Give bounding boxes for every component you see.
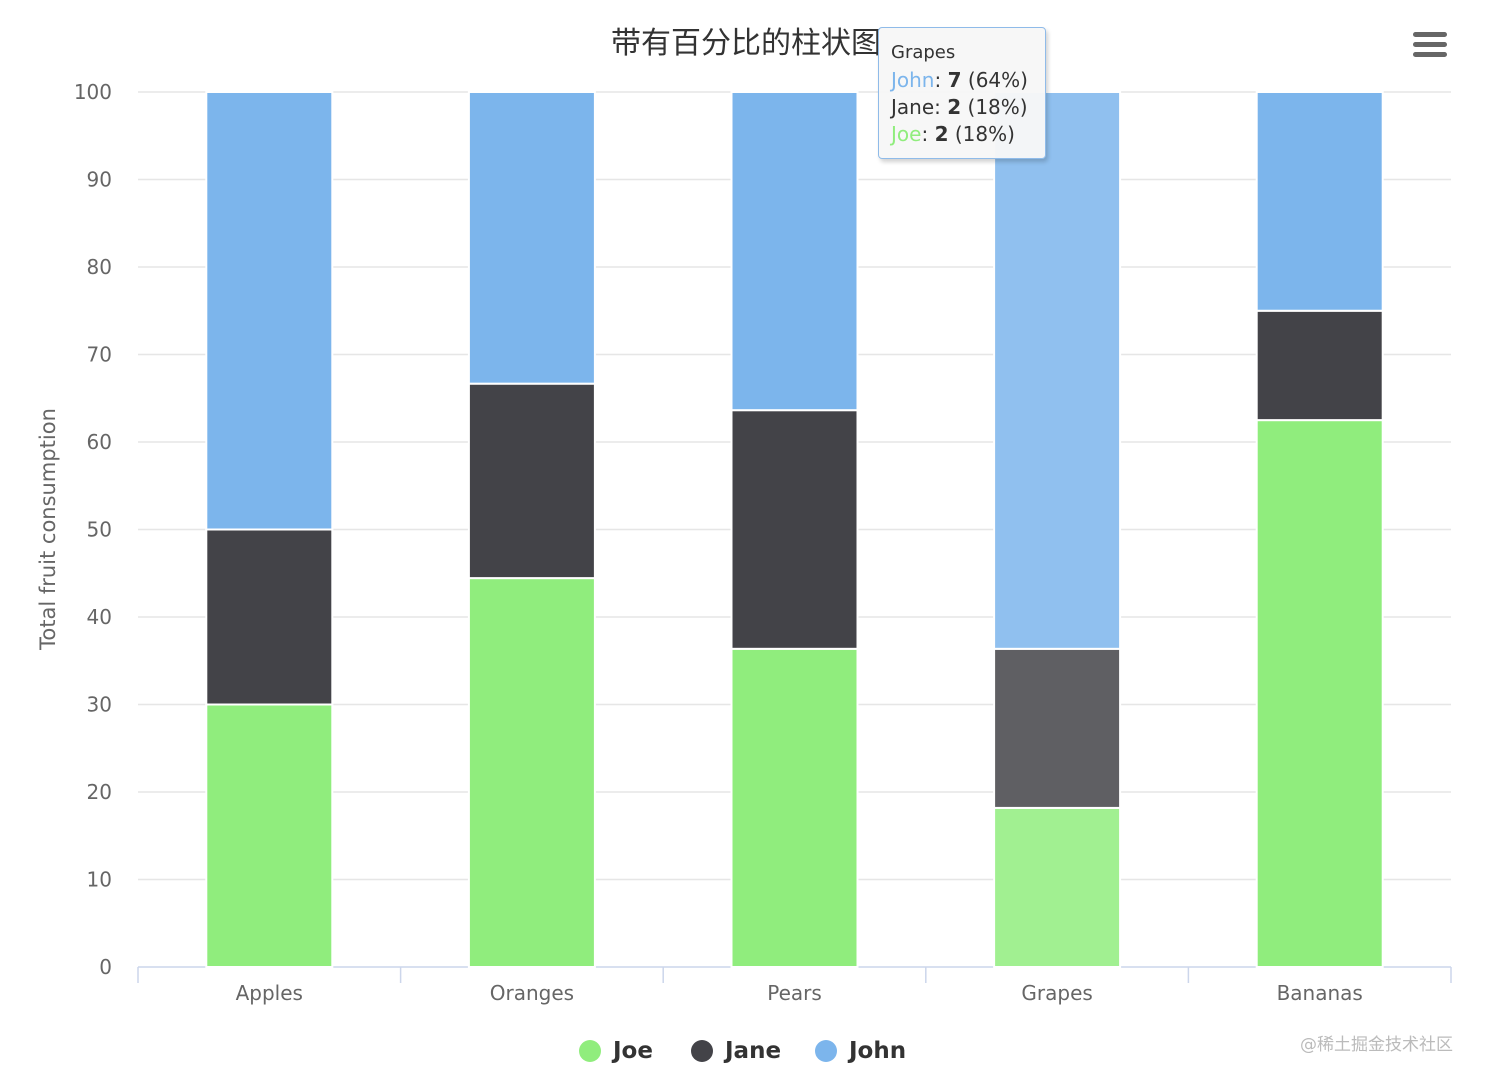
legend-label: Jane [725,1038,782,1064]
y-tick-label: 10 [87,868,112,892]
tooltip-series-name: John [891,68,935,92]
legend-marker-icon [579,1040,601,1062]
bar-john-oranges [467,91,596,385]
tooltip-header: Grapes [891,42,956,63]
tooltip-percent: (18%) [954,122,1015,146]
legend-marker-icon [691,1040,713,1062]
y-tick-label: 100 [74,80,112,104]
tooltip-value: 2 [947,95,962,119]
legend-label: Joe [613,1038,653,1064]
tooltip-series-name: Joe [891,122,922,146]
y-tick-label: 30 [87,693,112,717]
y-tick-label: 90 [87,168,112,192]
legend-item-joe[interactable]: Joe [579,1034,653,1068]
bar-joe-grapes [993,806,1122,969]
bar-joe-oranges [467,577,596,968]
y-tick-label: 40 [87,605,112,629]
y-tick-label: 70 [87,343,112,367]
y-tick-label: 80 [87,255,112,279]
bar-jane-grapes [993,647,1122,809]
bar-jane-bananas [1255,309,1384,422]
x-tick-label: Grapes [1021,981,1092,1005]
bar-john-apples [205,91,334,531]
hamburger-menu-icon[interactable] [1413,32,1447,58]
x-tick-label: Bananas [1277,981,1363,1005]
bar-jane-oranges [467,382,596,580]
tooltip-value: 2 [934,122,949,146]
tooltip-row-john: John: 7 (64%) [891,68,1028,92]
tooltip-row-joe: Joe: 2 (18%) [891,122,1015,146]
tooltip-percent: (64%) [967,68,1028,92]
bar-jane-apples [205,528,334,706]
legend-marker-icon [815,1040,837,1062]
bar-jane-pears [730,409,859,650]
bar-john-grapes [993,91,1122,650]
y-tick-label: 20 [87,780,112,804]
y-tick-label: 60 [87,430,112,454]
bar-john-bananas [1255,91,1384,312]
x-tick-label: Oranges [490,981,574,1005]
bar-joe-bananas [1255,419,1384,968]
bar-john-pears [730,91,859,412]
legend-item-jane[interactable]: Jane [691,1034,781,1068]
tooltip-row-jane: Jane: 2 (18%) [891,95,1028,119]
tooltip-value: 7 [947,68,962,92]
x-tick-label: Pears [767,981,822,1005]
x-tick-label: Apples [236,981,303,1005]
bar-joe-pears [730,647,859,968]
legend-item-john[interactable]: John [815,1034,906,1068]
watermark: @稀土掘金技术社区 [1300,1035,1453,1055]
y-tick-label: 0 [99,955,112,979]
legend-label: John [849,1038,907,1064]
tooltip-percent: (18%) [967,95,1028,119]
tooltip-series-name: Jane [891,95,935,119]
y-axis-title: Total fruit consumption [36,408,60,651]
chart-title: 带有百分比的柱状图 [611,26,881,61]
bar-joe-apples [205,703,334,968]
tooltip: Grapes John: 7 (64%) Jane: 2 (18%) Joe: … [878,27,1046,159]
y-tick-label: 50 [87,518,112,542]
